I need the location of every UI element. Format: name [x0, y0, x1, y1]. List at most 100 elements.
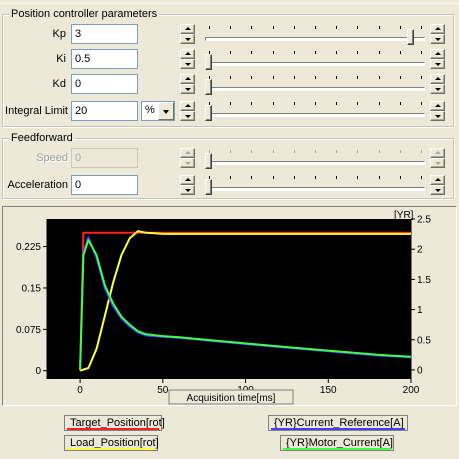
ki-spin-down[interactable] [180, 59, 195, 69]
legend-target-position[interactable]: Target_Position[rot] [64, 415, 165, 431]
slider-tick [399, 176, 401, 179]
legend-current-reference[interactable]: {YR}Current_Reference[A] [268, 415, 408, 431]
ki-slider-thumb[interactable] [205, 54, 212, 70]
kd-slider-spin-down[interactable] [430, 84, 445, 94]
slider-tick [421, 76, 422, 79]
slider-tick [315, 176, 316, 179]
kp-input[interactable]: 3 [71, 24, 138, 44]
ki-slider-spin-up[interactable] [430, 49, 445, 59]
slider-tick [421, 26, 422, 29]
kd-slider-spin-up[interactable] [430, 74, 445, 84]
slider-tick [293, 176, 295, 179]
slider-tick [336, 76, 338, 79]
slider-tick [399, 51, 401, 54]
slider-tick [209, 51, 210, 54]
acceleration-slider-spin-down[interactable] [430, 185, 445, 195]
slider-tick [272, 51, 274, 54]
slider-tick [230, 176, 232, 179]
chevron-down-icon[interactable] [158, 102, 174, 120]
kp-spin-up[interactable] [180, 24, 195, 34]
speed-label: Speed [36, 152, 68, 164]
speed-slider-track [205, 161, 425, 165]
ki-slider[interactable] [205, 49, 425, 71]
ki-slider-spin-down[interactable] [430, 59, 445, 69]
integral-limit-slider[interactable] [205, 100, 425, 122]
ki-slider-ticks [205, 51, 425, 55]
acceleration-slider-spin-up[interactable] [430, 175, 445, 185]
slider-tick [357, 176, 359, 179]
integral-limit-spinner[interactable] [180, 101, 195, 121]
kp-slider-thumb[interactable] [407, 29, 415, 45]
kd-slider-thumb[interactable] [205, 79, 212, 95]
y-right-tick-label: 1 [417, 305, 423, 316]
integral-limit-spin-down[interactable] [180, 111, 195, 121]
plot-area [47, 219, 411, 379]
kd-spin-down[interactable] [180, 84, 195, 94]
slider-tick [357, 76, 359, 79]
acceleration-slider-thumb[interactable] [205, 179, 212, 195]
ki-input[interactable]: 0.5 [71, 49, 138, 69]
kp-slider-spin-down[interactable] [430, 34, 445, 44]
slider-tick [378, 102, 380, 105]
kd-spin-up[interactable] [180, 74, 195, 84]
integral-limit-slider-spin-up[interactable] [430, 101, 445, 111]
acceleration-spinner[interactable] [180, 175, 195, 195]
integral-limit-spin-up[interactable] [180, 101, 195, 111]
y-right-tick-label: 2 [417, 245, 423, 256]
y-left-tick-label: 0.15 [22, 283, 42, 294]
integral-limit-slider-spinner[interactable] [430, 101, 445, 121]
ki-slider-spinner[interactable] [430, 49, 445, 69]
acceleration-label: Acceleration [7, 179, 68, 191]
acceleration-spin-down[interactable] [180, 185, 195, 195]
slider-tick [315, 76, 316, 79]
slider-tick [315, 102, 316, 105]
slider-tick [230, 26, 232, 29]
acceleration-spin-up[interactable] [180, 175, 195, 185]
integral-limit-slider-thumb[interactable] [205, 105, 212, 121]
ki-spin-up[interactable] [180, 49, 195, 59]
legend-load-position-label: Load_Position[rot] [70, 437, 159, 449]
kd-input[interactable]: 0 [71, 74, 138, 94]
acceleration-slider-spinner[interactable] [430, 175, 445, 195]
kd-slider-ticks [205, 76, 425, 80]
slider-tick [293, 76, 295, 79]
slider-tick [421, 51, 422, 54]
integral-limit-slider-spin-down[interactable] [430, 111, 445, 121]
integral-limit-input[interactable]: 20 [71, 101, 138, 121]
chart-panel: 0 50 1 0 0 150 200 0 0.075 0.15 0.225 0 0.5 1 1.5 2 2.… [2, 206, 457, 406]
legend-target-position-swatch [67, 428, 159, 430]
slider-tick [293, 150, 295, 153]
kp-slider-spinner[interactable] [430, 24, 445, 44]
kd-slider-spinner[interactable] [430, 74, 445, 94]
kp-slider-spin-up[interactable] [430, 24, 445, 34]
legend-target-position-label: Target_Position[rot] [70, 417, 165, 429]
slider-tick [230, 76, 232, 79]
slider-tick [336, 176, 338, 179]
slider-tick [209, 26, 210, 29]
slider-tick [421, 176, 422, 179]
slider-tick [357, 102, 359, 105]
speed-spin-up [180, 148, 195, 158]
position-group-title: Position controller parameters [9, 7, 160, 21]
x-tick-label: 0 [77, 385, 83, 396]
ki-spinner[interactable] [180, 49, 195, 69]
kd-spinner[interactable] [180, 74, 195, 94]
series-group [79, 230, 412, 372]
slider-tick [251, 76, 253, 79]
slider-tick [357, 26, 359, 29]
slider-tick [209, 102, 210, 105]
integral-limit-label: Integral Limit [5, 105, 68, 117]
kd-slider[interactable] [205, 74, 425, 96]
slider-tick [336, 102, 338, 105]
legend-motor-current[interactable]: {YR}Motor_Current[A] [280, 435, 394, 451]
integral-limit-unit-select[interactable]: % [141, 101, 175, 121]
y-right-tick-label: 0 [417, 365, 423, 376]
legend-load-position[interactable]: Load_Position[rot] [64, 435, 159, 451]
slider-tick [209, 176, 210, 179]
slider-tick [251, 102, 253, 105]
kp-slider[interactable] [205, 24, 425, 46]
kp-spinner[interactable] [180, 24, 195, 44]
acceleration-slider[interactable] [205, 174, 425, 196]
acceleration-input[interactable]: 0 [71, 175, 138, 195]
kp-spin-down[interactable] [180, 34, 195, 44]
